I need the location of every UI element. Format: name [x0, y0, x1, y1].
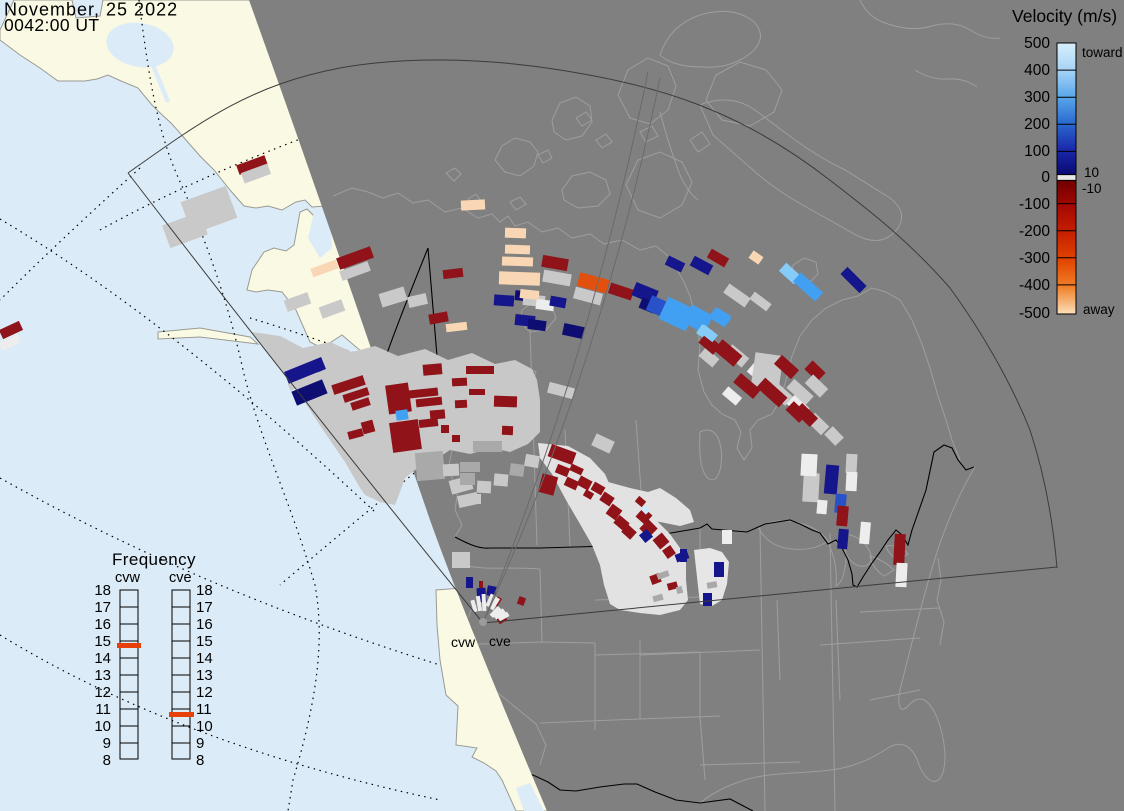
svg-text:cve: cve: [169, 570, 192, 586]
svg-text:-400: -400: [1019, 277, 1050, 294]
svg-text:16: 16: [94, 616, 111, 633]
svg-text:18: 18: [196, 582, 213, 599]
svg-text:cvw: cvw: [115, 570, 141, 586]
svg-text:13: 13: [94, 667, 111, 684]
svg-text:cvw: cvw: [451, 634, 476, 650]
svg-text:17: 17: [196, 599, 213, 616]
svg-text:11: 11: [95, 701, 111, 718]
svg-text:10: 10: [196, 718, 213, 735]
svg-text:12: 12: [94, 684, 111, 701]
svg-text:cve: cve: [489, 633, 511, 649]
svg-text:8: 8: [103, 752, 111, 769]
svg-text:15: 15: [196, 633, 213, 650]
svg-text:500: 500: [1024, 35, 1050, 52]
svg-text:-300: -300: [1019, 250, 1050, 267]
svg-text:0: 0: [1041, 169, 1050, 186]
svg-text:100: 100: [1024, 143, 1050, 160]
svg-text:11: 11: [196, 701, 212, 718]
svg-text:17: 17: [94, 599, 111, 616]
svg-text:-100: -100: [1019, 196, 1050, 213]
svg-text:away: away: [1083, 302, 1115, 317]
svg-text:10: 10: [94, 718, 111, 735]
svg-text:16: 16: [196, 616, 213, 633]
svg-text:14: 14: [94, 650, 111, 667]
svg-text:9: 9: [196, 735, 204, 752]
svg-text:November, 25 2022: November, 25 2022: [4, 0, 178, 20]
svg-text:14: 14: [196, 650, 213, 667]
svg-text:300: 300: [1024, 89, 1050, 106]
svg-text:-10: -10: [1082, 181, 1102, 196]
svg-text:toward: toward: [1082, 45, 1123, 60]
svg-text:-500: -500: [1019, 305, 1050, 322]
svg-text:Frequency: Frequency: [112, 550, 196, 569]
svg-text:-200: -200: [1019, 223, 1050, 240]
svg-text:18: 18: [94, 582, 111, 599]
svg-text:200: 200: [1024, 116, 1050, 133]
svg-text:15: 15: [94, 633, 111, 650]
svg-text:8: 8: [196, 752, 204, 769]
svg-text:10: 10: [1084, 165, 1099, 180]
svg-text:0042:00 UT: 0042:00 UT: [4, 15, 99, 35]
svg-text:Velocity (m/s): Velocity (m/s): [1012, 6, 1117, 26]
svg-text:400: 400: [1024, 62, 1050, 79]
svg-text:12: 12: [196, 684, 213, 701]
svg-text:13: 13: [196, 667, 213, 684]
svg-text:9: 9: [103, 735, 111, 752]
